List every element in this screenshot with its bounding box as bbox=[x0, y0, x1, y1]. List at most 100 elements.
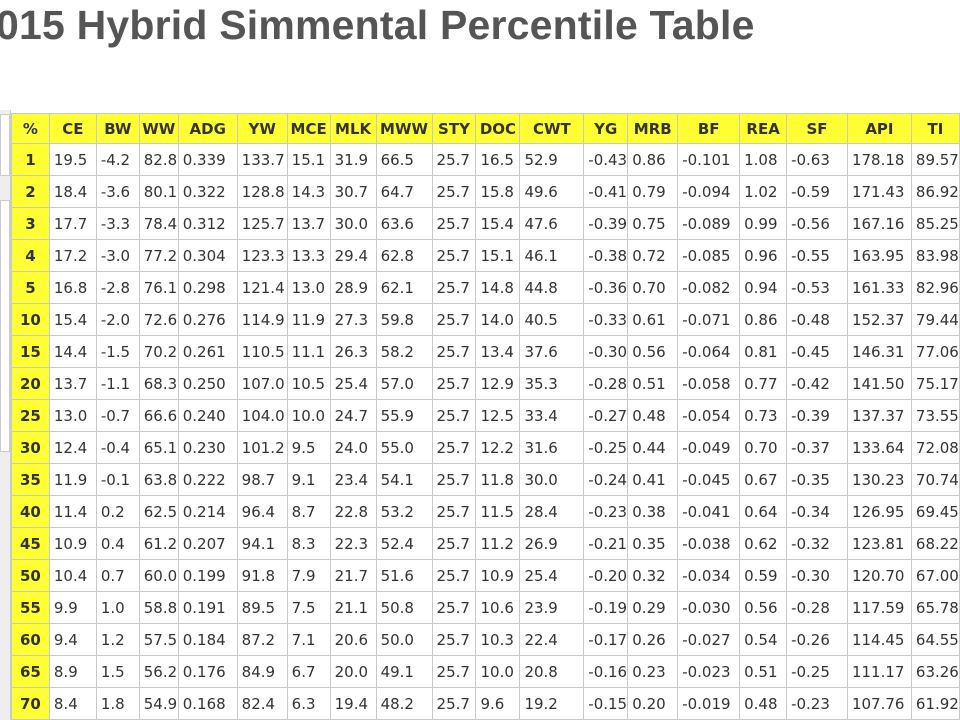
value-cell: -0.041 bbox=[677, 495, 741, 528]
value-cell: 25.7 bbox=[431, 367, 477, 400]
value-cell: -0.38 bbox=[583, 239, 629, 272]
percentile-cell: 45 bbox=[11, 527, 50, 560]
value-cell: 9.1 bbox=[286, 463, 331, 496]
value-cell: -0.25 bbox=[583, 431, 629, 464]
value-cell: 25.7 bbox=[431, 495, 477, 528]
percentile-cell: 55 bbox=[11, 591, 50, 624]
value-cell: 0.322 bbox=[177, 175, 238, 208]
value-cell: 67.00 bbox=[910, 559, 960, 592]
value-cell: 8.4 bbox=[48, 687, 97, 720]
header-row: % CE BW WW ADG YW MCE MLK MWW STY DOC CWT YG MRB BF REA… bbox=[11, 113, 960, 144]
value-cell: 0.7 bbox=[95, 559, 140, 592]
value-cell: 62.5 bbox=[138, 495, 179, 528]
value-cell: 22.3 bbox=[329, 527, 377, 560]
value-cell: 66.6 bbox=[138, 399, 179, 432]
value-cell: 19.4 bbox=[329, 687, 377, 720]
value-cell: 48.2 bbox=[375, 687, 433, 720]
value-cell: 0.41 bbox=[627, 463, 679, 496]
table-row: 50 10.4 0.7 60.0 0.199 91.8 7.9 21.7 51.6 25.7 10.… bbox=[11, 559, 960, 592]
value-cell: 20.8 bbox=[519, 655, 585, 688]
value-cell: 28.4 bbox=[519, 495, 585, 528]
value-cell: 87.2 bbox=[236, 623, 288, 656]
value-cell: 0.304 bbox=[177, 239, 238, 272]
value-cell: 11.8 bbox=[475, 463, 521, 496]
value-cell: -2.0 bbox=[95, 303, 140, 336]
percentile-cell: 20 bbox=[11, 367, 50, 400]
value-cell: 0.184 bbox=[177, 623, 238, 656]
value-cell: 63.8 bbox=[138, 463, 179, 496]
value-cell: 13.4 bbox=[475, 335, 521, 368]
value-cell: 84.9 bbox=[236, 655, 288, 688]
value-cell: -0.25 bbox=[786, 655, 848, 688]
value-cell: 123.3 bbox=[236, 239, 288, 272]
value-cell: -0.37 bbox=[786, 431, 848, 464]
value-cell: 15.1 bbox=[475, 239, 521, 272]
value-cell: 0.56 bbox=[739, 591, 788, 624]
value-cell: 10.3 bbox=[475, 623, 521, 656]
value-cell: 13.0 bbox=[48, 399, 97, 432]
value-cell: 12.5 bbox=[475, 399, 521, 432]
percentile-cell: 2 bbox=[11, 175, 50, 208]
table-row: 55 9.9 1.0 58.8 0.191 89.5 7.5 21.1 50.8 25.7 10.6… bbox=[11, 591, 960, 624]
value-cell: -0.16 bbox=[583, 655, 629, 688]
value-cell: 33.4 bbox=[519, 399, 585, 432]
value-cell: 54.9 bbox=[138, 687, 179, 720]
value-cell: 62.1 bbox=[375, 271, 433, 304]
value-cell: 0.86 bbox=[739, 303, 788, 336]
value-cell: 54.1 bbox=[375, 463, 433, 496]
value-cell: 0.276 bbox=[177, 303, 238, 336]
value-cell: 26.9 bbox=[519, 527, 585, 560]
value-cell: 22.8 bbox=[329, 495, 377, 528]
value-cell: 0.56 bbox=[627, 335, 679, 368]
value-cell: 31.9 bbox=[329, 143, 377, 176]
value-cell: 7.9 bbox=[286, 559, 331, 592]
value-cell: 0.48 bbox=[627, 399, 679, 432]
value-cell: 9.9 bbox=[48, 591, 97, 624]
value-cell: -0.39 bbox=[583, 207, 629, 240]
value-cell: 62.8 bbox=[375, 239, 433, 272]
value-cell: 79.44 bbox=[910, 303, 960, 336]
value-cell: 15.4 bbox=[475, 207, 521, 240]
value-cell: 141.50 bbox=[846, 367, 912, 400]
value-cell: -0.071 bbox=[677, 303, 741, 336]
value-cell: 26.3 bbox=[329, 335, 377, 368]
value-cell: 25.7 bbox=[431, 655, 477, 688]
value-cell: 0.59 bbox=[739, 559, 788, 592]
value-cell: -0.43 bbox=[583, 143, 629, 176]
value-cell: 25.7 bbox=[431, 271, 477, 304]
value-cell: 77.2 bbox=[138, 239, 179, 272]
value-cell: -0.26 bbox=[786, 623, 848, 656]
value-cell: 25.7 bbox=[431, 591, 477, 624]
value-cell: -0.24 bbox=[583, 463, 629, 496]
value-cell: 64.55 bbox=[910, 623, 960, 656]
value-cell: 0.51 bbox=[739, 655, 788, 688]
value-cell: -0.034 bbox=[677, 559, 741, 592]
value-cell: 70.74 bbox=[910, 463, 960, 496]
value-cell: 0.240 bbox=[177, 399, 238, 432]
value-cell: 152.37 bbox=[846, 303, 912, 336]
percentile-cell: 40 bbox=[11, 495, 50, 528]
table-row: 1 19.5 -4.2 82.8 0.339 133.7 15.1 31.9 66.5 25.7 1… bbox=[11, 143, 960, 176]
value-cell: 16.8 bbox=[48, 271, 97, 304]
value-cell: 27.3 bbox=[329, 303, 377, 336]
value-cell: 117.59 bbox=[846, 591, 912, 624]
percentile-cell: 1 bbox=[11, 143, 50, 176]
value-cell: 0.73 bbox=[739, 399, 788, 432]
value-cell: 11.1 bbox=[286, 335, 331, 368]
value-cell: 82.8 bbox=[138, 143, 179, 176]
value-cell: -0.19 bbox=[583, 591, 629, 624]
value-cell: -1.5 bbox=[95, 335, 140, 368]
value-cell: 6.7 bbox=[286, 655, 331, 688]
value-cell: -0.23 bbox=[583, 495, 629, 528]
value-cell: -0.17 bbox=[583, 623, 629, 656]
value-cell: 7.5 bbox=[286, 591, 331, 624]
value-cell: 15.1 bbox=[286, 143, 331, 176]
value-cell: 63.6 bbox=[375, 207, 433, 240]
table-row: 65 8.9 1.5 56.2 0.176 84.9 6.7 20.0 49.1 25.7 10.0… bbox=[11, 655, 960, 688]
value-cell: 56.2 bbox=[138, 655, 179, 688]
value-cell: 0.96 bbox=[739, 239, 788, 272]
value-cell: 12.2 bbox=[475, 431, 521, 464]
value-cell: -4.2 bbox=[95, 143, 140, 176]
value-cell: 0.79 bbox=[627, 175, 679, 208]
